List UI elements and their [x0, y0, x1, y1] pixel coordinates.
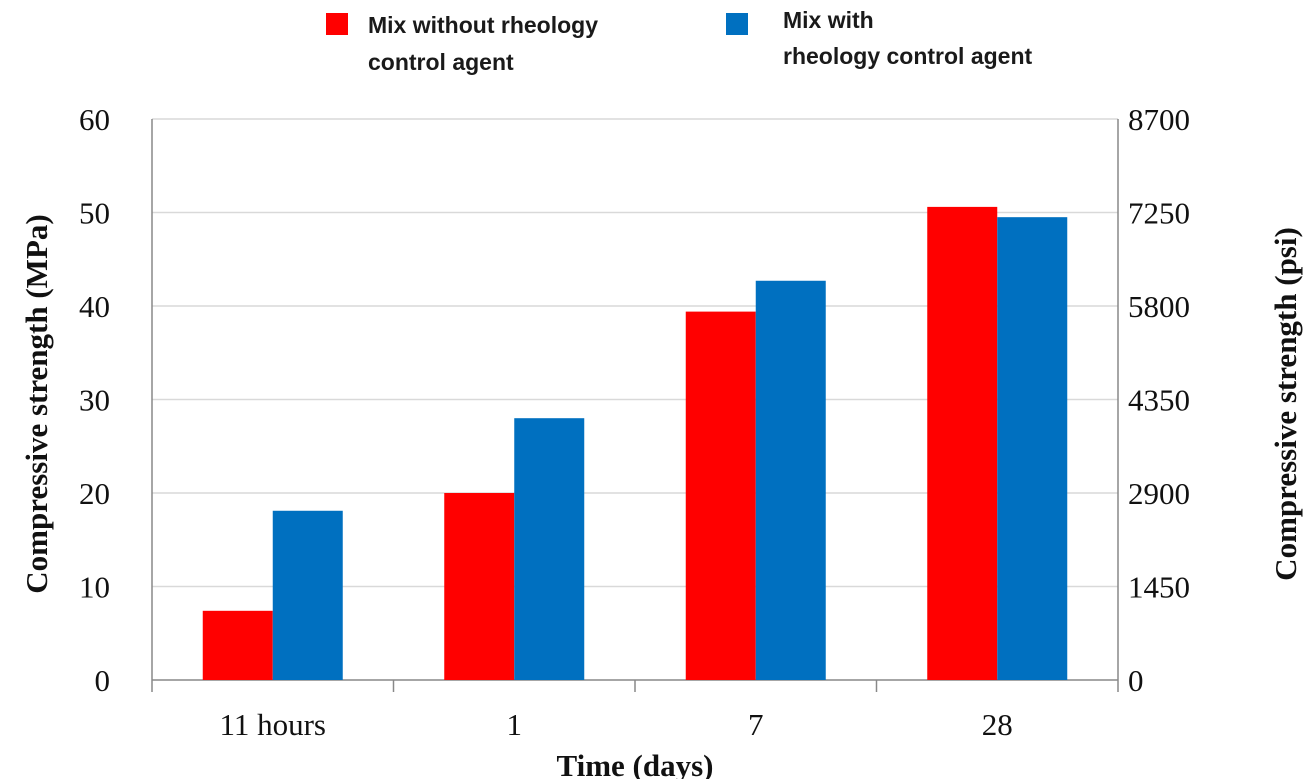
legend-swatch-without-agent — [326, 13, 348, 35]
bar-without-agent — [927, 206, 998, 680]
x-axis-title: Time (days) — [556, 748, 713, 779]
y-tick-label: 60 — [79, 102, 110, 137]
y-tick-label: 30 — [79, 383, 110, 418]
bar-with-agent — [514, 418, 585, 680]
y-tick-label: 10 — [79, 570, 110, 605]
bar-without-agent — [202, 610, 273, 680]
y2-tick-label: 1450 — [1128, 570, 1190, 605]
y2-axis-title: Compressive strength (psi) — [1268, 227, 1303, 581]
legend: Mix without rheology control agent Mix w… — [326, 7, 1033, 75]
x-tick-label: 1 — [507, 707, 523, 742]
y-tick-label: 40 — [79, 289, 110, 324]
bar-with-agent — [272, 510, 343, 680]
legend-label-with-agent-line2: rheology control agent — [783, 43, 1033, 69]
x-tick-label: 11 hours — [220, 707, 327, 742]
y-tick-label: 20 — [79, 476, 110, 511]
y-tick-label: 0 — [95, 663, 111, 698]
bar-with-agent — [755, 280, 826, 680]
bar-without-agent — [444, 493, 515, 680]
y2-tick-label: 0 — [1128, 663, 1144, 698]
bar-with-agent — [997, 217, 1068, 681]
y2-tick-label: 7250 — [1128, 196, 1190, 231]
legend-label-without-agent-line1: Mix without rheology — [368, 12, 598, 38]
legend-label-with-agent-line1: Mix with — [783, 7, 874, 33]
legend-label-without-agent-line2: control agent — [368, 49, 514, 75]
y2-tick-label: 2900 — [1128, 476, 1190, 511]
x-tick-label: 7 — [748, 707, 764, 742]
x-tick-label: 28 — [982, 707, 1013, 742]
y2-tick-label: 5800 — [1128, 289, 1190, 324]
y2-tick-label: 4350 — [1128, 383, 1190, 418]
legend-swatch-with-agent — [726, 13, 748, 35]
bar-without-agent — [685, 311, 756, 680]
y-axis-title: Compressive strength (MPa) — [19, 214, 54, 593]
y2-tick-label: 8700 — [1128, 102, 1190, 137]
y-tick-label: 50 — [79, 196, 110, 231]
